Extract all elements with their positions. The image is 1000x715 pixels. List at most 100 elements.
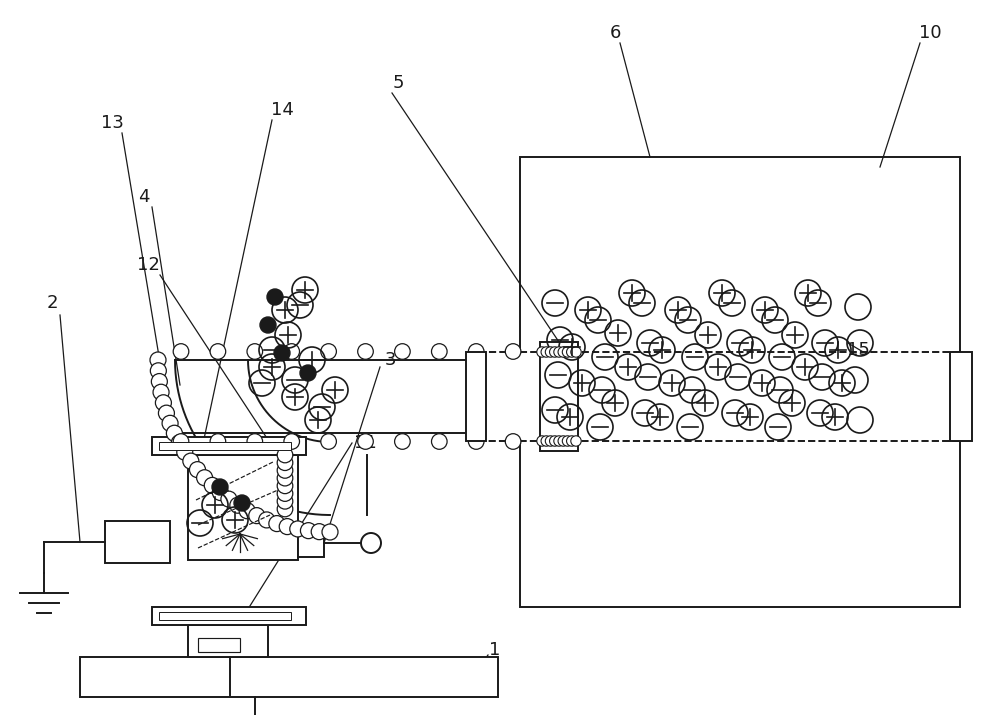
Circle shape (554, 436, 564, 446)
Circle shape (542, 434, 558, 449)
Circle shape (358, 434, 373, 449)
Circle shape (279, 518, 295, 535)
Bar (159, 442, 291, 450)
Text: 15: 15 (847, 341, 869, 359)
Text: 10: 10 (919, 24, 941, 42)
Circle shape (171, 435, 187, 451)
Bar (466, 352, 486, 441)
Bar (198, 638, 240, 652)
Text: 13: 13 (101, 114, 123, 132)
Circle shape (545, 436, 556, 446)
Circle shape (277, 470, 293, 486)
Circle shape (562, 436, 573, 446)
Circle shape (284, 344, 300, 360)
Circle shape (277, 501, 293, 517)
Bar (468, 352, 958, 441)
Circle shape (361, 533, 381, 553)
Bar (152, 607, 306, 625)
Circle shape (230, 497, 246, 513)
Circle shape (162, 415, 178, 431)
Circle shape (277, 485, 293, 501)
Circle shape (558, 347, 568, 358)
Circle shape (321, 344, 336, 360)
Circle shape (204, 478, 220, 493)
Circle shape (537, 436, 547, 446)
Circle shape (269, 516, 285, 531)
Circle shape (212, 485, 228, 500)
Bar (298, 529, 324, 557)
Text: 12: 12 (137, 256, 159, 274)
Circle shape (550, 436, 560, 446)
Circle shape (290, 521, 306, 537)
Text: 4: 4 (138, 188, 150, 206)
Circle shape (542, 344, 558, 360)
Circle shape (432, 434, 447, 449)
Text: 1: 1 (489, 641, 501, 659)
Circle shape (550, 347, 560, 358)
Circle shape (155, 395, 171, 411)
Circle shape (567, 436, 577, 446)
Circle shape (247, 344, 263, 360)
Circle shape (221, 491, 237, 507)
Circle shape (395, 344, 410, 360)
Circle shape (558, 436, 568, 446)
Circle shape (249, 508, 265, 523)
Circle shape (567, 347, 577, 358)
Circle shape (537, 347, 547, 358)
Circle shape (247, 434, 263, 449)
Circle shape (173, 434, 189, 449)
Circle shape (468, 434, 484, 449)
Bar (105, 521, 170, 563)
Circle shape (158, 405, 174, 421)
Circle shape (321, 434, 336, 449)
Circle shape (153, 384, 169, 400)
Circle shape (166, 425, 182, 441)
Circle shape (239, 503, 255, 518)
Circle shape (358, 344, 373, 360)
Circle shape (571, 436, 581, 446)
Text: 2: 2 (46, 294, 58, 312)
Circle shape (151, 373, 167, 390)
Circle shape (505, 344, 521, 360)
Circle shape (395, 434, 410, 449)
Circle shape (432, 344, 447, 360)
Bar (188, 625, 268, 657)
Circle shape (468, 344, 484, 360)
Text: 6: 6 (609, 24, 621, 42)
Circle shape (150, 352, 166, 368)
Circle shape (277, 463, 293, 478)
Circle shape (322, 524, 338, 540)
Circle shape (311, 523, 327, 540)
Bar (152, 437, 306, 455)
Circle shape (277, 478, 293, 493)
Circle shape (212, 479, 228, 495)
Text: 11: 11 (354, 434, 376, 452)
Text: 3: 3 (384, 351, 396, 369)
Circle shape (505, 434, 521, 449)
Circle shape (267, 289, 283, 305)
Circle shape (541, 436, 551, 446)
Circle shape (260, 317, 276, 333)
Circle shape (300, 523, 316, 538)
Bar (950, 352, 972, 441)
Bar (540, 342, 578, 451)
Circle shape (284, 434, 300, 449)
Circle shape (234, 495, 250, 511)
Circle shape (150, 363, 166, 379)
Circle shape (277, 493, 293, 509)
Circle shape (571, 347, 581, 358)
Bar (520, 157, 960, 607)
Circle shape (277, 455, 293, 470)
Bar (188, 455, 298, 560)
Bar (80, 657, 498, 697)
Circle shape (545, 347, 556, 358)
Circle shape (277, 447, 293, 463)
Circle shape (274, 345, 290, 361)
Circle shape (189, 462, 205, 478)
Circle shape (562, 347, 573, 358)
Text: 14: 14 (271, 101, 293, 119)
Circle shape (259, 512, 275, 528)
Circle shape (210, 344, 226, 360)
Circle shape (173, 344, 189, 360)
Circle shape (300, 365, 316, 381)
